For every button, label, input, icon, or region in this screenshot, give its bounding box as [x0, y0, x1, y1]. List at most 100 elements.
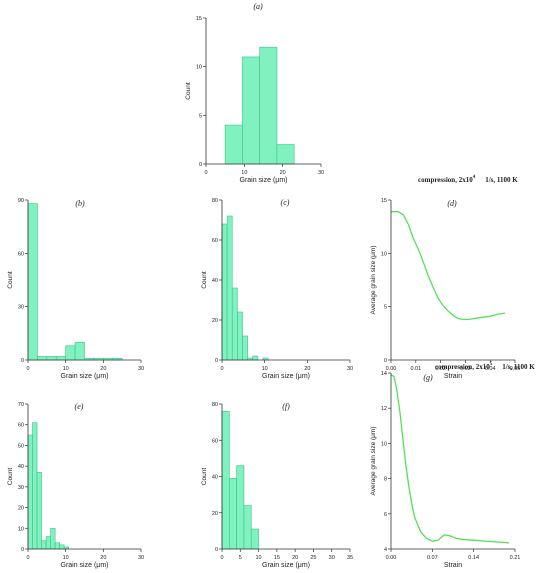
bar-b-2	[46, 356, 57, 361]
panel-label-e: (e)	[75, 402, 84, 411]
x-tick-label-e-3: 30	[138, 555, 144, 561]
x-axis-label-b: Grain size (μm)	[61, 373, 109, 380]
bar-e-2	[36, 472, 42, 550]
bar-e-7	[59, 544, 65, 550]
y-tick-label-e-4: 40	[18, 464, 24, 470]
x-tick-label-e-0: 0	[26, 555, 29, 561]
y-tick-label-e-2: 20	[18, 506, 24, 512]
x-tick-label-f-2: 10	[256, 555, 262, 561]
panel-b: 0 10 20 30 0 30 60 90 Grain size (μm) Count (b)	[7, 198, 144, 380]
bar-c-0	[221, 223, 228, 361]
y-tick-label-e-1: 10	[18, 526, 24, 532]
y-tick-label-f-2: 40	[212, 475, 218, 481]
y-tick-label-b-1: 30	[18, 305, 24, 311]
bar-b-3	[55, 356, 66, 361]
y-tick-label-c-0: 0	[215, 358, 218, 364]
panel-label-g: (g)	[423, 373, 433, 382]
y-tick-label-e-5: 50	[18, 443, 24, 449]
x-tick-label-d-5: 0.05	[510, 366, 521, 372]
bar-a-0	[224, 124, 243, 165]
x-tick-label-f-1: 5	[239, 555, 242, 561]
x-tick-label-b-1: 10	[63, 366, 69, 372]
x-tick-label-f-6: 30	[329, 555, 335, 561]
y-tick-label-a-0: 0	[199, 162, 202, 168]
bar-b-1	[37, 356, 48, 361]
x-tick-label-g-2: 0.14	[468, 555, 479, 561]
bar-c-4	[242, 335, 248, 361]
x-axis-label-a: Grain size (μm)	[240, 177, 288, 184]
x-axis-label-c: Grain size (μm)	[262, 373, 310, 380]
y-tick-label-e-0: 0	[21, 547, 24, 553]
x-axis-label-e: Grain size (μm)	[61, 562, 109, 569]
bar-b-4	[65, 345, 76, 361]
y-tick-label-f-3: 60	[212, 438, 218, 444]
series-line-d	[391, 211, 506, 321]
panel-label-c: (c)	[281, 198, 290, 207]
y-axis-label-a: Count	[185, 82, 192, 100]
x-tick-label-f-7: 35	[347, 555, 353, 561]
bar-f-1	[229, 478, 237, 550]
x-axis-label-f: Grain size (μm)	[262, 562, 310, 569]
bar-b-5	[74, 341, 85, 361]
y-tick-label-e-3: 30	[18, 485, 24, 491]
y-tick-label-a-1: 5	[199, 113, 202, 119]
x-tick-label-a-0: 0	[204, 170, 207, 176]
y-axis-label-d: Average grain size (μm)	[370, 245, 377, 314]
bar-a-2	[259, 46, 278, 165]
y-axis-label-g: Average grain size (μm)	[370, 426, 377, 495]
bar-f-4	[250, 528, 259, 550]
x-tick-label-a-2: 20	[280, 170, 286, 176]
y-tick-label-d-0: 0	[384, 358, 387, 364]
y-tick-label-g-5: 14	[381, 371, 387, 377]
x-tick-label-c-1: 10	[262, 366, 268, 372]
bar-c-2	[231, 287, 238, 361]
annotation-d-condition: compression, 2x104 1/s, 1100 K	[418, 175, 518, 184]
x-tick-label-f-4: 20	[292, 555, 298, 561]
y-tick-label-f-0: 0	[215, 547, 218, 553]
y-tick-label-g-0: 4	[384, 547, 387, 553]
bar-e-5	[50, 527, 56, 550]
x-tick-label-b-0: 0	[26, 366, 29, 372]
y-tick-label-c-3: 60	[212, 238, 218, 244]
bar-a-1	[242, 56, 260, 165]
bar-f-0	[221, 410, 230, 550]
panel-label-f: (f)	[282, 402, 290, 411]
y-tick-label-b-0: 0	[21, 358, 24, 364]
x-tick-label-f-5: 25	[310, 555, 316, 561]
y-tick-label-a-2: 10	[196, 65, 202, 71]
panel-d: 0.00 0.01 0.02 0.03 0.04 0.05 0 5 10 15 Strain Aver…	[370, 198, 520, 380]
panel-label-d: (d)	[447, 199, 457, 208]
y-tick-label-d-3: 15	[381, 198, 387, 204]
x-tick-label-g-0: 0.00	[386, 555, 397, 561]
y-axis-label-e: Count	[7, 468, 14, 486]
x-tick-label-d-3: 0.03	[460, 366, 471, 372]
y-tick-label-g-2: 8	[384, 477, 387, 483]
y-axis-label-b: Count	[7, 271, 14, 289]
y-tick-label-e-7: 70	[18, 402, 24, 408]
bar-e-0	[27, 434, 33, 550]
y-axis-label-f: Count	[201, 468, 208, 486]
panel-c: 0 10 20 30 0 20 40 60 80 Grain size (μm) Count (c)	[201, 198, 353, 380]
bar-f-2	[236, 465, 245, 550]
x-tick-label-e-1: 10	[63, 555, 69, 561]
y-tick-label-f-4: 80	[212, 402, 218, 408]
x-tick-label-b-2: 20	[100, 366, 106, 372]
y-tick-label-f-1: 20	[212, 511, 218, 517]
panel-e: 0 10 20 30 0 10 20 30 40 50 60 70 Grain size (μm) Cou…	[7, 402, 144, 569]
panel-label-b: (b)	[75, 199, 85, 208]
panel-a: 0 10 20 30 0 5 10 15 Grain size (μm) Count (a)	[185, 2, 324, 184]
x-tick-label-d-1: 0.01	[410, 366, 421, 372]
y-tick-label-b-3: 90	[18, 198, 24, 204]
x-tick-label-d-2: 0.02	[435, 366, 446, 372]
bar-e-3	[41, 540, 47, 550]
bar-c-1	[226, 215, 233, 361]
bar-c-3	[237, 311, 243, 361]
y-tick-label-d-1: 5	[384, 305, 387, 311]
bar-e-1	[32, 422, 38, 550]
y-tick-label-c-2: 40	[212, 278, 218, 284]
x-tick-label-b-3: 30	[138, 366, 144, 372]
x-tick-label-a-3: 30	[318, 170, 324, 176]
y-tick-label-d-2: 10	[381, 251, 387, 257]
x-tick-label-g-1: 0.07	[427, 555, 438, 561]
